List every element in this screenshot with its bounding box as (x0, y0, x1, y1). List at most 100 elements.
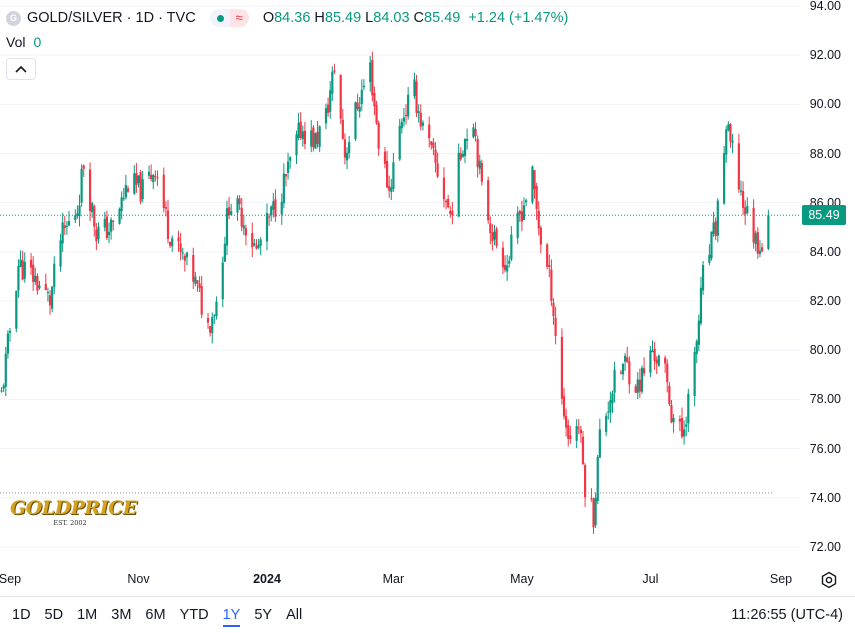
candle-body[interactable] (503, 264, 507, 271)
candle-body[interactable] (21, 260, 24, 280)
candle-body[interactable] (495, 228, 498, 246)
candle-body[interactable] (491, 232, 494, 242)
candle-body[interactable] (284, 174, 288, 177)
candle-body[interactable] (537, 210, 540, 229)
candle-body[interactable] (78, 205, 81, 217)
candle-body[interactable] (548, 265, 551, 267)
candle-body[interactable] (640, 367, 644, 392)
candle-body[interactable] (303, 130, 307, 144)
candle-body[interactable] (739, 190, 743, 192)
range-button-ytd[interactable]: YTD (179, 607, 209, 623)
candle-body[interactable] (598, 429, 601, 458)
candle-body[interactable] (297, 122, 300, 139)
candle-body[interactable] (716, 200, 719, 236)
candle-body[interactable] (135, 172, 138, 185)
candle-body[interactable] (533, 170, 536, 190)
candle-body[interactable] (162, 174, 165, 208)
candle-body[interactable] (171, 238, 174, 247)
candle-body[interactable] (451, 210, 454, 216)
candle-body[interactable] (474, 129, 477, 136)
candle-body[interactable] (522, 205, 526, 220)
candle-body[interactable] (436, 163, 439, 177)
candle-body[interactable] (137, 175, 140, 184)
candle-body[interactable] (301, 131, 304, 140)
range-button-1d[interactable]: 1D (12, 607, 31, 623)
candle-body[interactable] (93, 206, 96, 227)
candle-body[interactable] (118, 208, 121, 224)
candle-body[interactable] (179, 243, 182, 252)
candle-body[interactable] (358, 106, 361, 112)
candle-body[interactable] (407, 94, 410, 117)
candle-body[interactable] (192, 255, 195, 282)
candle-body[interactable] (708, 254, 711, 263)
candle-body[interactable] (626, 357, 629, 363)
candle-body[interactable] (518, 210, 521, 215)
candle-body[interactable] (579, 429, 582, 434)
candle-body[interactable] (657, 355, 660, 366)
candle-body[interactable] (624, 355, 627, 362)
candle-body[interactable] (651, 350, 654, 353)
candle-body[interactable] (369, 62, 372, 83)
candle-body[interactable] (194, 276, 197, 284)
candle-body[interactable] (67, 221, 71, 226)
candle-body[interactable] (506, 265, 509, 272)
clock-timezone[interactable]: 11:26:55 (UTC-4) (731, 607, 843, 623)
candle-body[interactable] (270, 206, 273, 216)
candle-body[interactable] (82, 165, 85, 169)
candle-body[interactable] (59, 240, 62, 267)
candle-body[interactable] (480, 163, 483, 182)
candle-body[interactable] (611, 393, 614, 404)
candle-body[interactable] (723, 153, 726, 204)
candle-body[interactable] (225, 208, 229, 246)
candle-body[interactable] (695, 341, 698, 355)
candle-body[interactable] (110, 219, 113, 232)
candle-body[interactable] (38, 285, 41, 288)
candle-body[interactable] (373, 93, 376, 107)
candle-body[interactable] (343, 139, 347, 158)
candle-body[interactable] (61, 222, 64, 244)
candle-body[interactable] (701, 265, 705, 291)
candle-body[interactable] (539, 227, 542, 245)
candle-body[interactable] (282, 173, 285, 204)
candle-body[interactable] (697, 320, 700, 345)
range-button-1m[interactable]: 1M (77, 607, 98, 623)
candle-body[interactable] (546, 244, 549, 267)
candle-body[interactable] (767, 215, 770, 249)
range-button-5d[interactable]: 5D (44, 607, 64, 623)
candle-body[interactable] (91, 203, 94, 213)
candle-body[interactable] (51, 286, 54, 309)
collapse-legend-button[interactable] (6, 58, 36, 80)
candle-body[interactable] (434, 149, 437, 163)
candle-body[interactable] (331, 71, 334, 94)
candle-body[interactable] (710, 231, 713, 259)
gear-icon[interactable] (820, 571, 838, 589)
candle-body[interactable] (466, 139, 469, 141)
candle-body[interactable] (463, 138, 467, 157)
candle-body[interactable] (741, 191, 745, 208)
candle-body[interactable] (150, 174, 153, 180)
candle-body[interactable] (156, 177, 159, 179)
candle-body[interactable] (516, 212, 519, 239)
candle-body[interactable] (348, 142, 351, 154)
candle-body[interactable] (583, 465, 587, 498)
candle-body[interactable] (510, 234, 513, 260)
candle-body[interactable] (672, 417, 675, 423)
candle-body[interactable] (457, 152, 460, 217)
candle-body[interactable] (80, 168, 83, 203)
candle-body[interactable] (371, 59, 374, 96)
candle-body[interactable] (754, 233, 757, 245)
candle-body[interactable] (74, 215, 77, 221)
candle-body[interactable] (693, 352, 696, 397)
candle-body[interactable] (265, 213, 269, 242)
candle-body[interactable] (181, 252, 184, 254)
candle-body[interactable] (48, 295, 52, 306)
candle-body[interactable] (257, 244, 260, 248)
candle-body[interactable] (613, 369, 616, 393)
candle-body[interactable] (444, 200, 448, 203)
candle-body[interactable] (596, 457, 599, 502)
candle-body[interactable] (760, 247, 764, 252)
candle-body[interactable] (375, 105, 378, 124)
range-button-1y[interactable]: 1Y (222, 607, 241, 627)
candle-body[interactable] (487, 180, 490, 221)
candle-body[interactable] (65, 225, 68, 227)
